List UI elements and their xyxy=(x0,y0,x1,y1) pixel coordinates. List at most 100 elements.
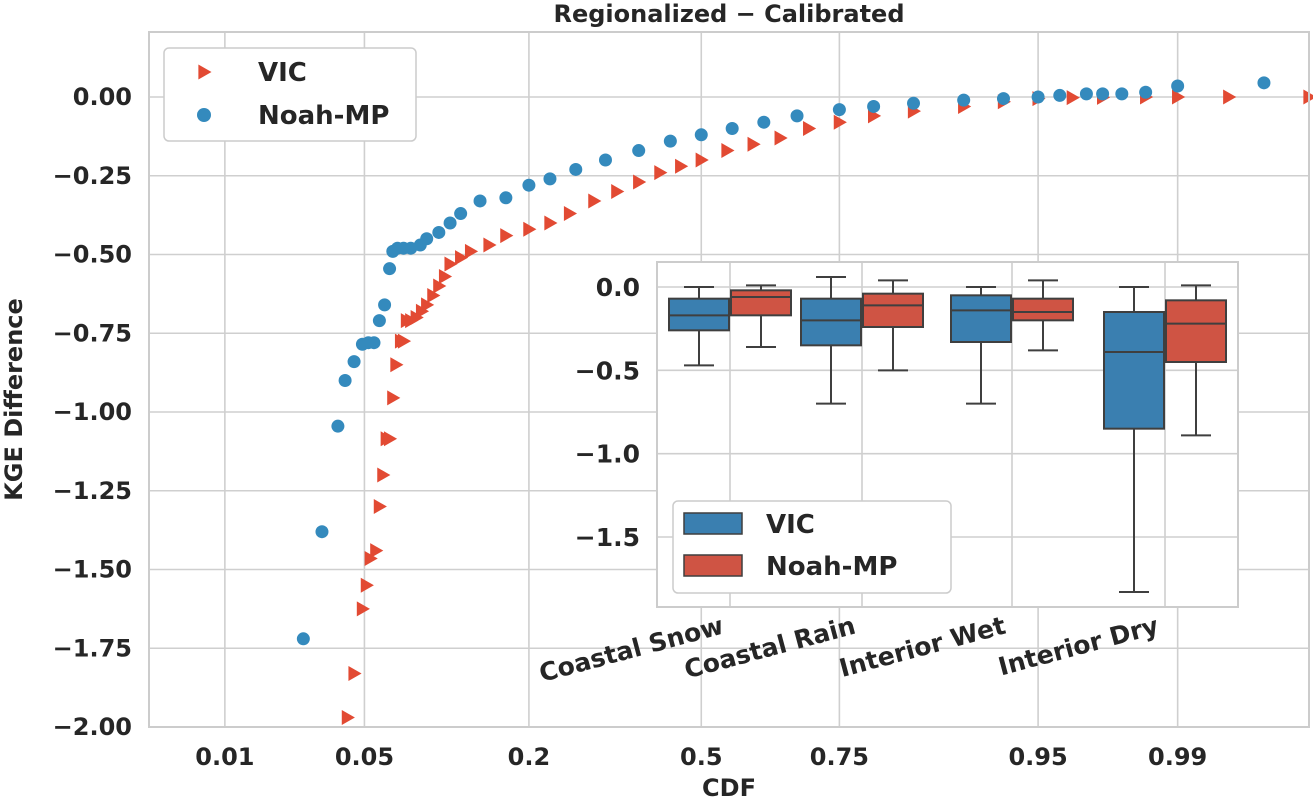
x-tick-label: 0.95 xyxy=(1008,743,1067,771)
vic-point xyxy=(397,333,412,349)
vic-point xyxy=(544,215,558,231)
x-tick-label: 0.75 xyxy=(810,743,869,771)
noahmp-point xyxy=(315,525,329,539)
inset-y-tick-label: −1.0 xyxy=(575,440,640,469)
noahmp-point xyxy=(694,128,708,142)
vic-point xyxy=(747,136,761,152)
noahmp-point xyxy=(347,355,361,369)
noahmp-point xyxy=(454,207,468,221)
vic-point xyxy=(364,550,378,566)
noahmp-point xyxy=(663,134,677,148)
vic-point xyxy=(654,165,668,181)
noahmp-point xyxy=(443,216,457,230)
noahmp-point xyxy=(383,262,397,276)
noahmp-point xyxy=(331,419,345,433)
vic-point xyxy=(455,250,469,266)
noahmp-point xyxy=(598,153,612,167)
noahmp-point xyxy=(757,115,771,129)
noahmp-box xyxy=(730,289,792,317)
main-plot-frame xyxy=(148,31,1310,728)
vic-point xyxy=(341,710,355,726)
noahmp-point xyxy=(1171,79,1185,93)
y-tick-label: −0.50 xyxy=(53,241,132,269)
noahmp-point xyxy=(499,191,513,205)
vic-box xyxy=(800,297,862,347)
vic-point xyxy=(675,158,689,174)
noahmp-point xyxy=(432,225,446,239)
inset-y-tick-label: −0.5 xyxy=(575,356,640,385)
legend-vic-label: VIC xyxy=(258,58,307,88)
vic-point xyxy=(721,143,735,159)
noahmp-point xyxy=(296,632,310,646)
y-tick-label: −1.25 xyxy=(53,477,132,505)
inset-legend-vic-swatch xyxy=(683,512,743,535)
noahmp-box xyxy=(1012,297,1074,322)
inset-legend-vic-label: VIC xyxy=(766,510,815,540)
vic-point xyxy=(1066,90,1080,106)
y-tick-label: −1.75 xyxy=(53,634,132,662)
vic-point xyxy=(444,256,458,272)
vic-point xyxy=(611,184,625,199)
noahmp-point xyxy=(1079,87,1093,101)
noahmp-point xyxy=(543,172,557,186)
inset-legend: VIC Noah-MP xyxy=(672,500,952,594)
main-legend-box xyxy=(163,47,417,142)
vic-point xyxy=(427,287,441,303)
noahmp-point xyxy=(725,122,739,135)
x-axis-label: CDF xyxy=(702,774,756,800)
vic-point xyxy=(695,152,709,168)
chart-title: Regionalized − Calibrated xyxy=(553,0,904,28)
noahmp-point xyxy=(522,178,536,192)
legend-noahmp-marker xyxy=(197,108,211,122)
vic-point xyxy=(500,228,514,244)
vic-point xyxy=(421,297,435,313)
vic-point xyxy=(774,130,788,146)
vic-point xyxy=(523,221,537,237)
vic-point xyxy=(1172,89,1186,105)
noahmp-point xyxy=(367,336,381,350)
inset-frame xyxy=(656,261,1239,608)
vic-point xyxy=(833,114,847,130)
noahmp-point xyxy=(1115,87,1129,101)
vic-point xyxy=(588,193,602,209)
inset-legend-noahmp-swatch xyxy=(683,554,743,577)
x-tick-label: 0.99 xyxy=(1148,743,1207,771)
vic-point xyxy=(373,499,387,514)
vic-point xyxy=(803,121,817,136)
x-tick-label: 0.2 xyxy=(508,743,551,771)
y-axis-label: KGE Difference xyxy=(0,298,28,501)
inset-axes xyxy=(656,261,1239,608)
noahmp-box xyxy=(1165,299,1227,364)
vic-point xyxy=(356,601,370,617)
vic-point xyxy=(390,357,404,373)
vic-point xyxy=(483,237,497,253)
vic-point xyxy=(348,665,362,681)
noahmp-point xyxy=(473,194,487,208)
inset-boxes xyxy=(668,276,1227,593)
main-points xyxy=(296,76,1313,726)
x-tick-label: 0.5 xyxy=(680,743,723,771)
vic-point xyxy=(563,206,578,222)
noahmp-point xyxy=(996,92,1010,106)
inset-category-label: Interior Wet xyxy=(836,611,1008,683)
noahmp-point xyxy=(832,103,846,117)
vic-point xyxy=(464,243,479,259)
main-axes xyxy=(148,31,1310,728)
noahmp-box xyxy=(862,292,924,328)
noahmp-point xyxy=(378,298,392,312)
vic-point xyxy=(433,278,447,294)
y-tick-label: −2.00 xyxy=(53,713,132,741)
noahmp-point xyxy=(569,162,583,176)
x-tick-label: 0.05 xyxy=(335,743,394,771)
noahmp-point xyxy=(790,109,804,123)
main-legend: VIC Noah-MP xyxy=(163,47,417,142)
noahmp-point xyxy=(867,99,881,113)
vic-point xyxy=(360,577,374,593)
noahmp-point xyxy=(1031,90,1045,104)
vic-box xyxy=(950,294,1012,344)
legend-vic-marker xyxy=(198,64,212,80)
noahmp-point xyxy=(338,374,352,387)
inset-y-tick-label: −1.5 xyxy=(575,523,640,552)
inset-category-label: Interior Dry xyxy=(995,611,1161,682)
